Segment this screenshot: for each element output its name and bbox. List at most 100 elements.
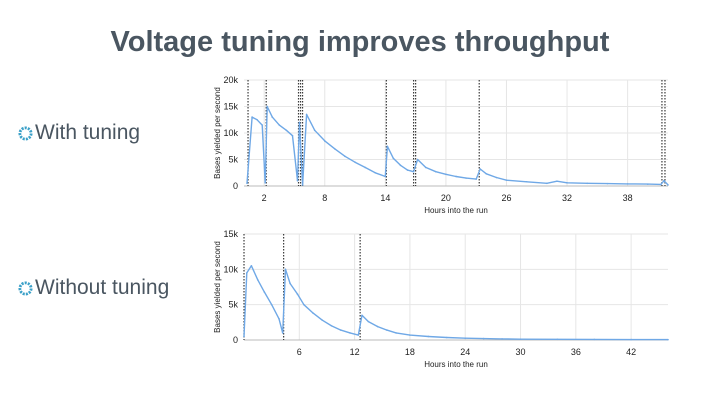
x-tick-label: 20 <box>441 193 451 203</box>
data-point <box>455 175 457 178</box>
x-tick-label: 2 <box>262 193 267 203</box>
data-point <box>435 170 437 173</box>
data-point <box>445 173 447 176</box>
data-point <box>278 124 281 126</box>
y-tick-label: 15k <box>223 229 238 239</box>
y-axis-title: Bases yielded per second <box>213 87 222 179</box>
data-point <box>256 118 258 121</box>
data-point <box>313 129 316 132</box>
x-tick-label: 32 <box>562 193 572 203</box>
x-tick-label: 6 <box>297 347 302 357</box>
x-tick-label: 42 <box>626 347 636 357</box>
data-point <box>593 338 596 341</box>
x-axis-title: Hours into the run <box>424 206 488 215</box>
data-point <box>519 338 522 340</box>
data-point <box>376 325 379 328</box>
data-point <box>445 336 448 339</box>
data-point <box>278 318 280 320</box>
data-point <box>660 183 662 186</box>
data-point <box>330 325 333 327</box>
x-tick-label: 36 <box>571 347 581 357</box>
data-point <box>663 179 665 182</box>
data-point <box>263 291 266 293</box>
y-tick-label: 0 <box>233 335 238 345</box>
data-point <box>406 169 409 171</box>
data-point <box>546 182 548 185</box>
data-point <box>245 272 248 274</box>
data-point <box>630 338 632 341</box>
data-point <box>556 180 558 183</box>
data-point <box>344 155 346 158</box>
data-point <box>505 179 508 181</box>
data-point <box>281 332 284 334</box>
y-tick-label: 20k <box>223 75 238 85</box>
data-point <box>264 182 267 184</box>
data-point <box>464 337 467 340</box>
data-point <box>416 158 419 161</box>
data-point <box>243 335 245 338</box>
data-point <box>334 148 336 150</box>
data-point <box>556 338 559 341</box>
x-tick-label: 18 <box>405 347 415 357</box>
data-point <box>291 134 294 137</box>
x-tick-label: 8 <box>322 193 327 203</box>
data-point <box>271 116 274 118</box>
data-point <box>399 164 402 167</box>
data-point <box>374 171 377 174</box>
data-point <box>667 338 669 341</box>
data-point <box>386 329 388 331</box>
data-point <box>270 303 273 306</box>
data-point <box>427 335 430 338</box>
data-point <box>395 332 397 334</box>
data-point <box>285 129 288 132</box>
data-point <box>367 320 370 323</box>
y-tick-label: 15k <box>223 102 238 112</box>
series-line <box>243 265 668 341</box>
y-tick-label: 0 <box>233 181 238 191</box>
data-point <box>412 170 415 173</box>
data-point <box>354 161 356 163</box>
data-point <box>361 314 363 317</box>
bullet-with-tuning: With tuning <box>18 121 140 145</box>
data-point <box>357 334 360 336</box>
data-point <box>525 180 528 183</box>
data-point <box>349 332 351 334</box>
data-point <box>465 177 467 179</box>
data-point <box>298 121 301 124</box>
y-tick-label: 10k <box>223 264 238 274</box>
data-point <box>501 338 503 340</box>
bullet-without-tuning: Without tuning <box>18 276 169 300</box>
data-point <box>301 184 304 186</box>
data-point <box>606 182 609 185</box>
y-tick-label: 10k <box>223 128 238 138</box>
x-tick-label: 14 <box>380 193 390 203</box>
data-point <box>667 184 669 186</box>
data-point <box>647 183 649 185</box>
bullet-label: With tuning <box>35 121 141 144</box>
data-point <box>482 337 485 340</box>
data-point <box>289 282 291 285</box>
data-point <box>321 319 324 322</box>
data-point <box>312 312 314 314</box>
data-point <box>303 303 305 306</box>
data-point <box>586 182 589 185</box>
data-point <box>566 182 568 184</box>
data-point <box>266 105 269 108</box>
bullet-ring-icon <box>18 280 33 296</box>
data-point <box>485 173 488 175</box>
data-point <box>479 168 482 170</box>
data-point <box>251 116 253 118</box>
y-tick-label: 5k <box>228 300 238 310</box>
x-tick-label: 24 <box>460 347 470 357</box>
data-point <box>261 124 263 126</box>
data-point <box>392 157 395 160</box>
y-axis-title: Bases yielded per second <box>213 241 222 333</box>
data-point <box>250 265 253 267</box>
slide-title: Voltage tuning improves throughput <box>110 26 610 58</box>
x-tick-label: 38 <box>623 193 633 203</box>
x-tick-label: 12 <box>350 347 360 357</box>
data-point <box>323 140 326 142</box>
x-tick-label: 30 <box>516 347 526 357</box>
